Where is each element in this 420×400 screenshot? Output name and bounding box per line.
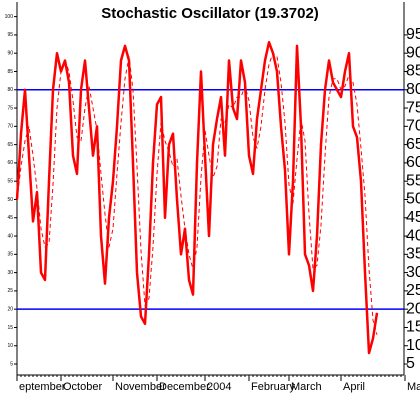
y-tick-label: 45 (7, 215, 13, 221)
x-tick-label: eptember (19, 381, 66, 393)
y-tick-label: 30 (7, 270, 13, 276)
y2-tick-label: 90 (406, 44, 420, 61)
y-tick-label: 75 (7, 105, 13, 111)
x-tick-label: March (291, 381, 322, 393)
y-tick-label: 25 (7, 288, 13, 294)
y-tick-label: 35 (7, 252, 13, 258)
y2-tick-label: 5 (406, 355, 415, 372)
y-tick-label: 90 (7, 51, 13, 57)
series-line (15, 40, 379, 355)
y2-tick-label: 50 (406, 191, 420, 208)
y2-tick-label: 15 (406, 319, 420, 336)
y-tick-label: 5 (10, 361, 13, 367)
y2-tick-label: 85 (406, 63, 420, 80)
y-tick-label: 65 (7, 142, 13, 148)
y2-tick-label: 55 (406, 172, 420, 189)
chart-title: Stochastic Oscillator (19.3702) (101, 5, 319, 22)
y2-tick-label: 60 (406, 154, 420, 171)
x-tick-label: December (159, 381, 210, 393)
x-tick-label: 2004 (207, 381, 231, 393)
y-tick-label: 60 (7, 160, 13, 166)
y-tick-label: 40 (7, 233, 13, 239)
x-tick-label: Ma (407, 381, 420, 393)
y-tick-label: 95 (7, 32, 13, 38)
y2-tick-label: 65 (406, 136, 420, 153)
y-tick-label: 10 (7, 343, 13, 349)
y-tick-label: 100 (5, 14, 14, 20)
y2-tick-label: 75 (406, 99, 420, 116)
y2-tick-label: 45 (406, 209, 420, 226)
x-tick-label: April (343, 381, 365, 393)
y2-tick-label: 25 (406, 282, 420, 299)
y2-tick-label: 70 (406, 118, 420, 135)
y-tick-label: 20 (7, 307, 13, 313)
y2-tick-label: 95 (406, 26, 420, 43)
y-tick-label: 15 (7, 325, 13, 331)
y2-tick-label: 80 (406, 81, 420, 98)
x-tick-label: February (251, 381, 296, 393)
series-line (16, 52, 378, 335)
y-tick-label: 70 (7, 124, 13, 130)
y2-tick-label: 20 (406, 300, 420, 317)
y2-tick-label: 30 (406, 264, 420, 281)
y-tick-label: 50 (7, 197, 13, 203)
y2-tick-label: 35 (406, 246, 420, 263)
x-tick-label: October (63, 381, 102, 393)
y2-tick-label: 10 (406, 337, 420, 354)
y-tick-label: 80 (7, 87, 13, 93)
y2-tick-label: 40 (406, 227, 420, 244)
y-tick-label: 55 (7, 179, 13, 185)
x-tick-label: November (115, 381, 166, 393)
y-tick-label: 85 (7, 69, 13, 75)
